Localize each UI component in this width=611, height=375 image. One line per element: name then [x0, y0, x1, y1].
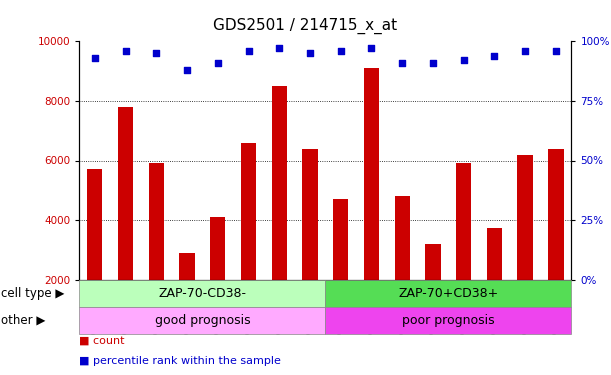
Bar [548, 148, 563, 339]
Bar [326, 280, 571, 307]
Bar [518, 154, 533, 339]
Bar [87, 170, 103, 339]
Text: cell type ▶: cell type ▶ [1, 287, 64, 300]
Point [182, 67, 192, 73]
Text: ■ count: ■ count [79, 336, 125, 346]
Bar [271, 86, 287, 339]
Point [489, 53, 499, 58]
Text: ■ percentile rank within the sample: ■ percentile rank within the sample [79, 356, 281, 366]
Point [428, 60, 438, 66]
Text: ZAP-70+CD38+: ZAP-70+CD38+ [398, 287, 499, 300]
Text: GDS2501 / 214715_x_at: GDS2501 / 214715_x_at [213, 18, 398, 34]
Point [367, 45, 376, 51]
Point [336, 48, 346, 54]
Point [551, 48, 561, 54]
Bar [395, 196, 410, 339]
Bar [79, 280, 326, 307]
Bar [487, 228, 502, 339]
Text: good prognosis: good prognosis [155, 314, 251, 327]
Text: poor prognosis: poor prognosis [402, 314, 495, 327]
Bar [425, 244, 441, 339]
Point [120, 48, 130, 54]
Point [274, 45, 284, 51]
Point [397, 60, 407, 66]
Bar [326, 307, 571, 334]
Bar [210, 217, 225, 339]
Point [90, 55, 100, 61]
Point [152, 50, 161, 56]
Point [213, 60, 222, 66]
Bar [79, 307, 326, 334]
Bar [302, 148, 318, 339]
Point [244, 48, 254, 54]
Point [521, 48, 530, 54]
Bar [118, 107, 133, 339]
Point [305, 50, 315, 56]
Bar [364, 68, 379, 339]
Bar [456, 164, 471, 339]
Point [459, 57, 469, 63]
Bar [241, 142, 256, 339]
Bar [148, 164, 164, 339]
Bar [180, 253, 195, 339]
Text: other ▶: other ▶ [1, 314, 45, 327]
Text: ZAP-70-CD38-: ZAP-70-CD38- [158, 287, 246, 300]
Bar [333, 199, 348, 339]
